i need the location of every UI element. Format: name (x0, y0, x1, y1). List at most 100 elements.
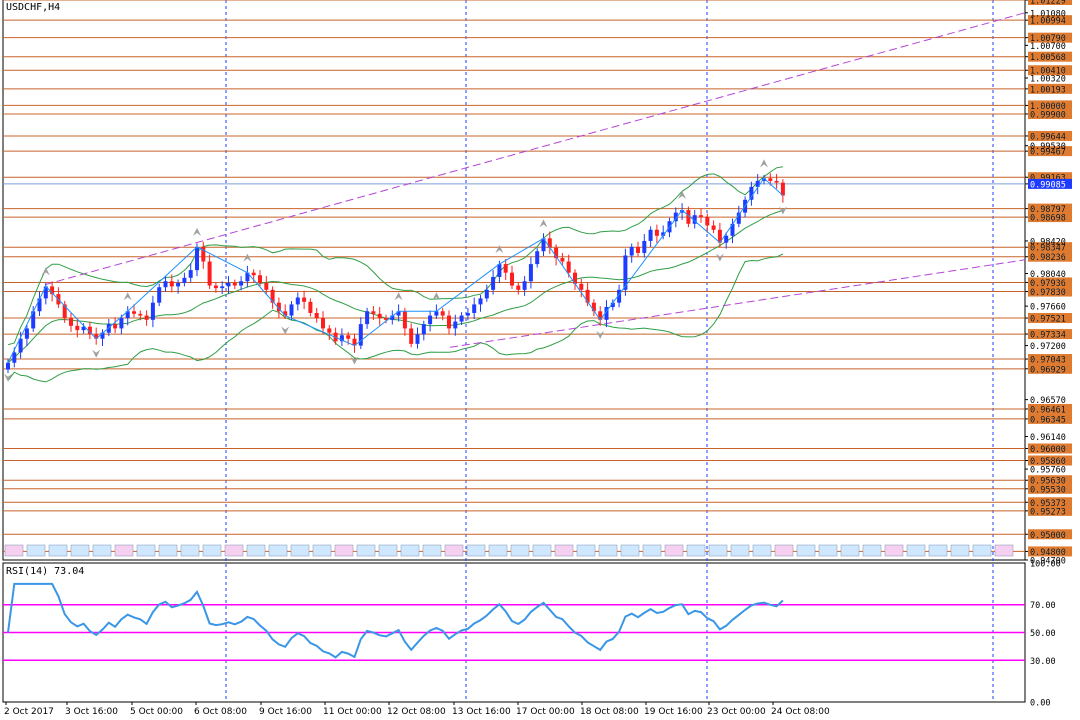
candle-body-16 (106, 324, 111, 333)
candle-body-29 (188, 270, 193, 278)
candle-body-108 (686, 210, 691, 224)
y-tick-label-11: 0.99644 (1030, 132, 1066, 142)
level-tag-2 (1028, 32, 1072, 43)
candle-body-53 (339, 335, 344, 342)
candle-body-101 (642, 240, 647, 253)
x-tick-label-11: 23 Oct 00:00 (707, 707, 766, 717)
level-tag-text-19: 0.97043 (1030, 356, 1066, 366)
level-tag-text-16: 0.97830 (1030, 288, 1066, 298)
level-tag-7 (1028, 108, 1072, 119)
candle-body-13 (87, 326, 92, 335)
candle-body-84 (535, 251, 540, 265)
trend-line-lower (449, 259, 1026, 348)
candle-body-39 (251, 272, 256, 276)
candle-body-72 (459, 315, 464, 322)
time-marker-45 (994, 544, 1014, 557)
x-tick-label-12: 24 Oct 08:00 (771, 707, 830, 717)
candle-body-112 (711, 225, 716, 230)
time-marker-42 (928, 544, 948, 557)
level-tag-text-8: 0.99644 (1030, 132, 1066, 142)
candle-body-87 (554, 247, 559, 259)
y-tick-label-9: 1.00000 (1030, 102, 1066, 112)
y-tick-label-14: 0.99163 (1030, 174, 1066, 184)
level-tag-19 (1028, 354, 1072, 365)
candle-body-50 (321, 318, 325, 329)
y-tick-label-38: 0.95530 (1030, 485, 1066, 495)
candle-body-71 (453, 321, 458, 329)
candle-body-54 (346, 335, 351, 339)
time-marker-21 (466, 544, 486, 557)
candle-body-32 (207, 261, 212, 286)
candle-body-70 (447, 315, 451, 329)
level-tag-15 (1028, 277, 1072, 288)
x-tick-label-3: 6 Oct 08:00 (194, 707, 247, 717)
candle-body-115 (730, 223, 735, 236)
level-tag-16 (1028, 286, 1072, 297)
level-tag-13 (1028, 242, 1072, 253)
level-tag-24 (1028, 455, 1072, 466)
fractal-arrow-11 (539, 219, 548, 228)
rsi-tick-label-0: 100.00 (1030, 560, 1061, 570)
time-marker-27 (598, 544, 618, 557)
y-tick-label-31: 0.96461 (1030, 405, 1066, 415)
candle-body-99 (629, 246, 634, 256)
candle-body-106 (673, 212, 678, 222)
bollinger-lower (7, 253, 784, 383)
candle-body-75 (478, 298, 483, 305)
candle-body-2 (18, 338, 23, 353)
candle-body-33 (213, 285, 218, 289)
y-tick-label-39: 0.95373 (1030, 499, 1066, 509)
y-tick-label-36: 0.95760 (1030, 466, 1066, 476)
time-marker-4 (92, 544, 112, 557)
level-tag-text-22: 0.96345 (1030, 415, 1066, 425)
candle-body-43 (276, 302, 281, 312)
y-tick-label-17: 0.98698 (1030, 214, 1066, 224)
x-tick-label-7: 13 Oct 16:00 (452, 707, 511, 717)
candle-body-31 (201, 246, 206, 262)
fractal-arrow-8 (394, 292, 403, 301)
y-tick-label-7: 1.00320 (1030, 74, 1066, 84)
candle-body-0 (6, 362, 10, 370)
level-tag-text-27: 0.95373 (1030, 499, 1066, 509)
candle-body-97 (617, 289, 622, 303)
level-tag-6 (1028, 100, 1072, 111)
level-tag-23 (1028, 443, 1072, 454)
candle-body-118 (749, 186, 754, 200)
time-marker-8 (180, 544, 200, 557)
time-marker-30 (664, 544, 684, 557)
time-marker-9 (202, 544, 222, 557)
x-tick-label-10: 19 Oct 16:00 (644, 707, 703, 717)
fractal-arrow-6 (281, 326, 290, 335)
level-tag-27 (1028, 497, 1072, 508)
level-tag-text-3: 1.00568 (1030, 53, 1066, 63)
level-tag-text-18: 0.97334 (1030, 331, 1066, 341)
candle-body-89 (566, 261, 571, 273)
level-tag-text-21: 0.96461 (1030, 405, 1066, 415)
level-tag-text-29: 0.95000 (1030, 531, 1066, 541)
candle-body-119 (755, 180, 760, 187)
candle-body-123 (780, 182, 785, 196)
candle-body-61 (390, 315, 395, 320)
fractal-arrow-0 (4, 373, 12, 382)
y-tick-label-28: 0.97043 (1030, 356, 1066, 366)
candle-body-69 (440, 311, 445, 316)
level-tag-text-6: 1.00000 (1030, 102, 1066, 112)
y-tick-label-24: 0.97660 (1030, 303, 1066, 313)
level-tag-20 (1028, 363, 1072, 374)
candle-body-10 (69, 318, 73, 326)
current-price-tag-text: 0.99085 (1030, 180, 1066, 190)
x-tick-label-1: 3 Oct 16:00 (65, 707, 118, 717)
y-tick-label-35: 0.95860 (1030, 457, 1066, 467)
y-tick-label-13: 0.99467 (1030, 148, 1066, 158)
y-tick-label-29: 0.96929 (1030, 365, 1066, 375)
time-marker-34 (752, 544, 772, 557)
y-tick-label-37: 0.95630 (1030, 477, 1066, 487)
candle-body-48 (308, 301, 313, 313)
candle-body-63 (402, 311, 407, 329)
level-tag-text-15: 0.97936 (1030, 279, 1066, 289)
level-tag-26 (1028, 483, 1072, 494)
candle-body-79 (503, 264, 508, 273)
rsi-tick-label-3: 30.00 (1030, 657, 1056, 667)
